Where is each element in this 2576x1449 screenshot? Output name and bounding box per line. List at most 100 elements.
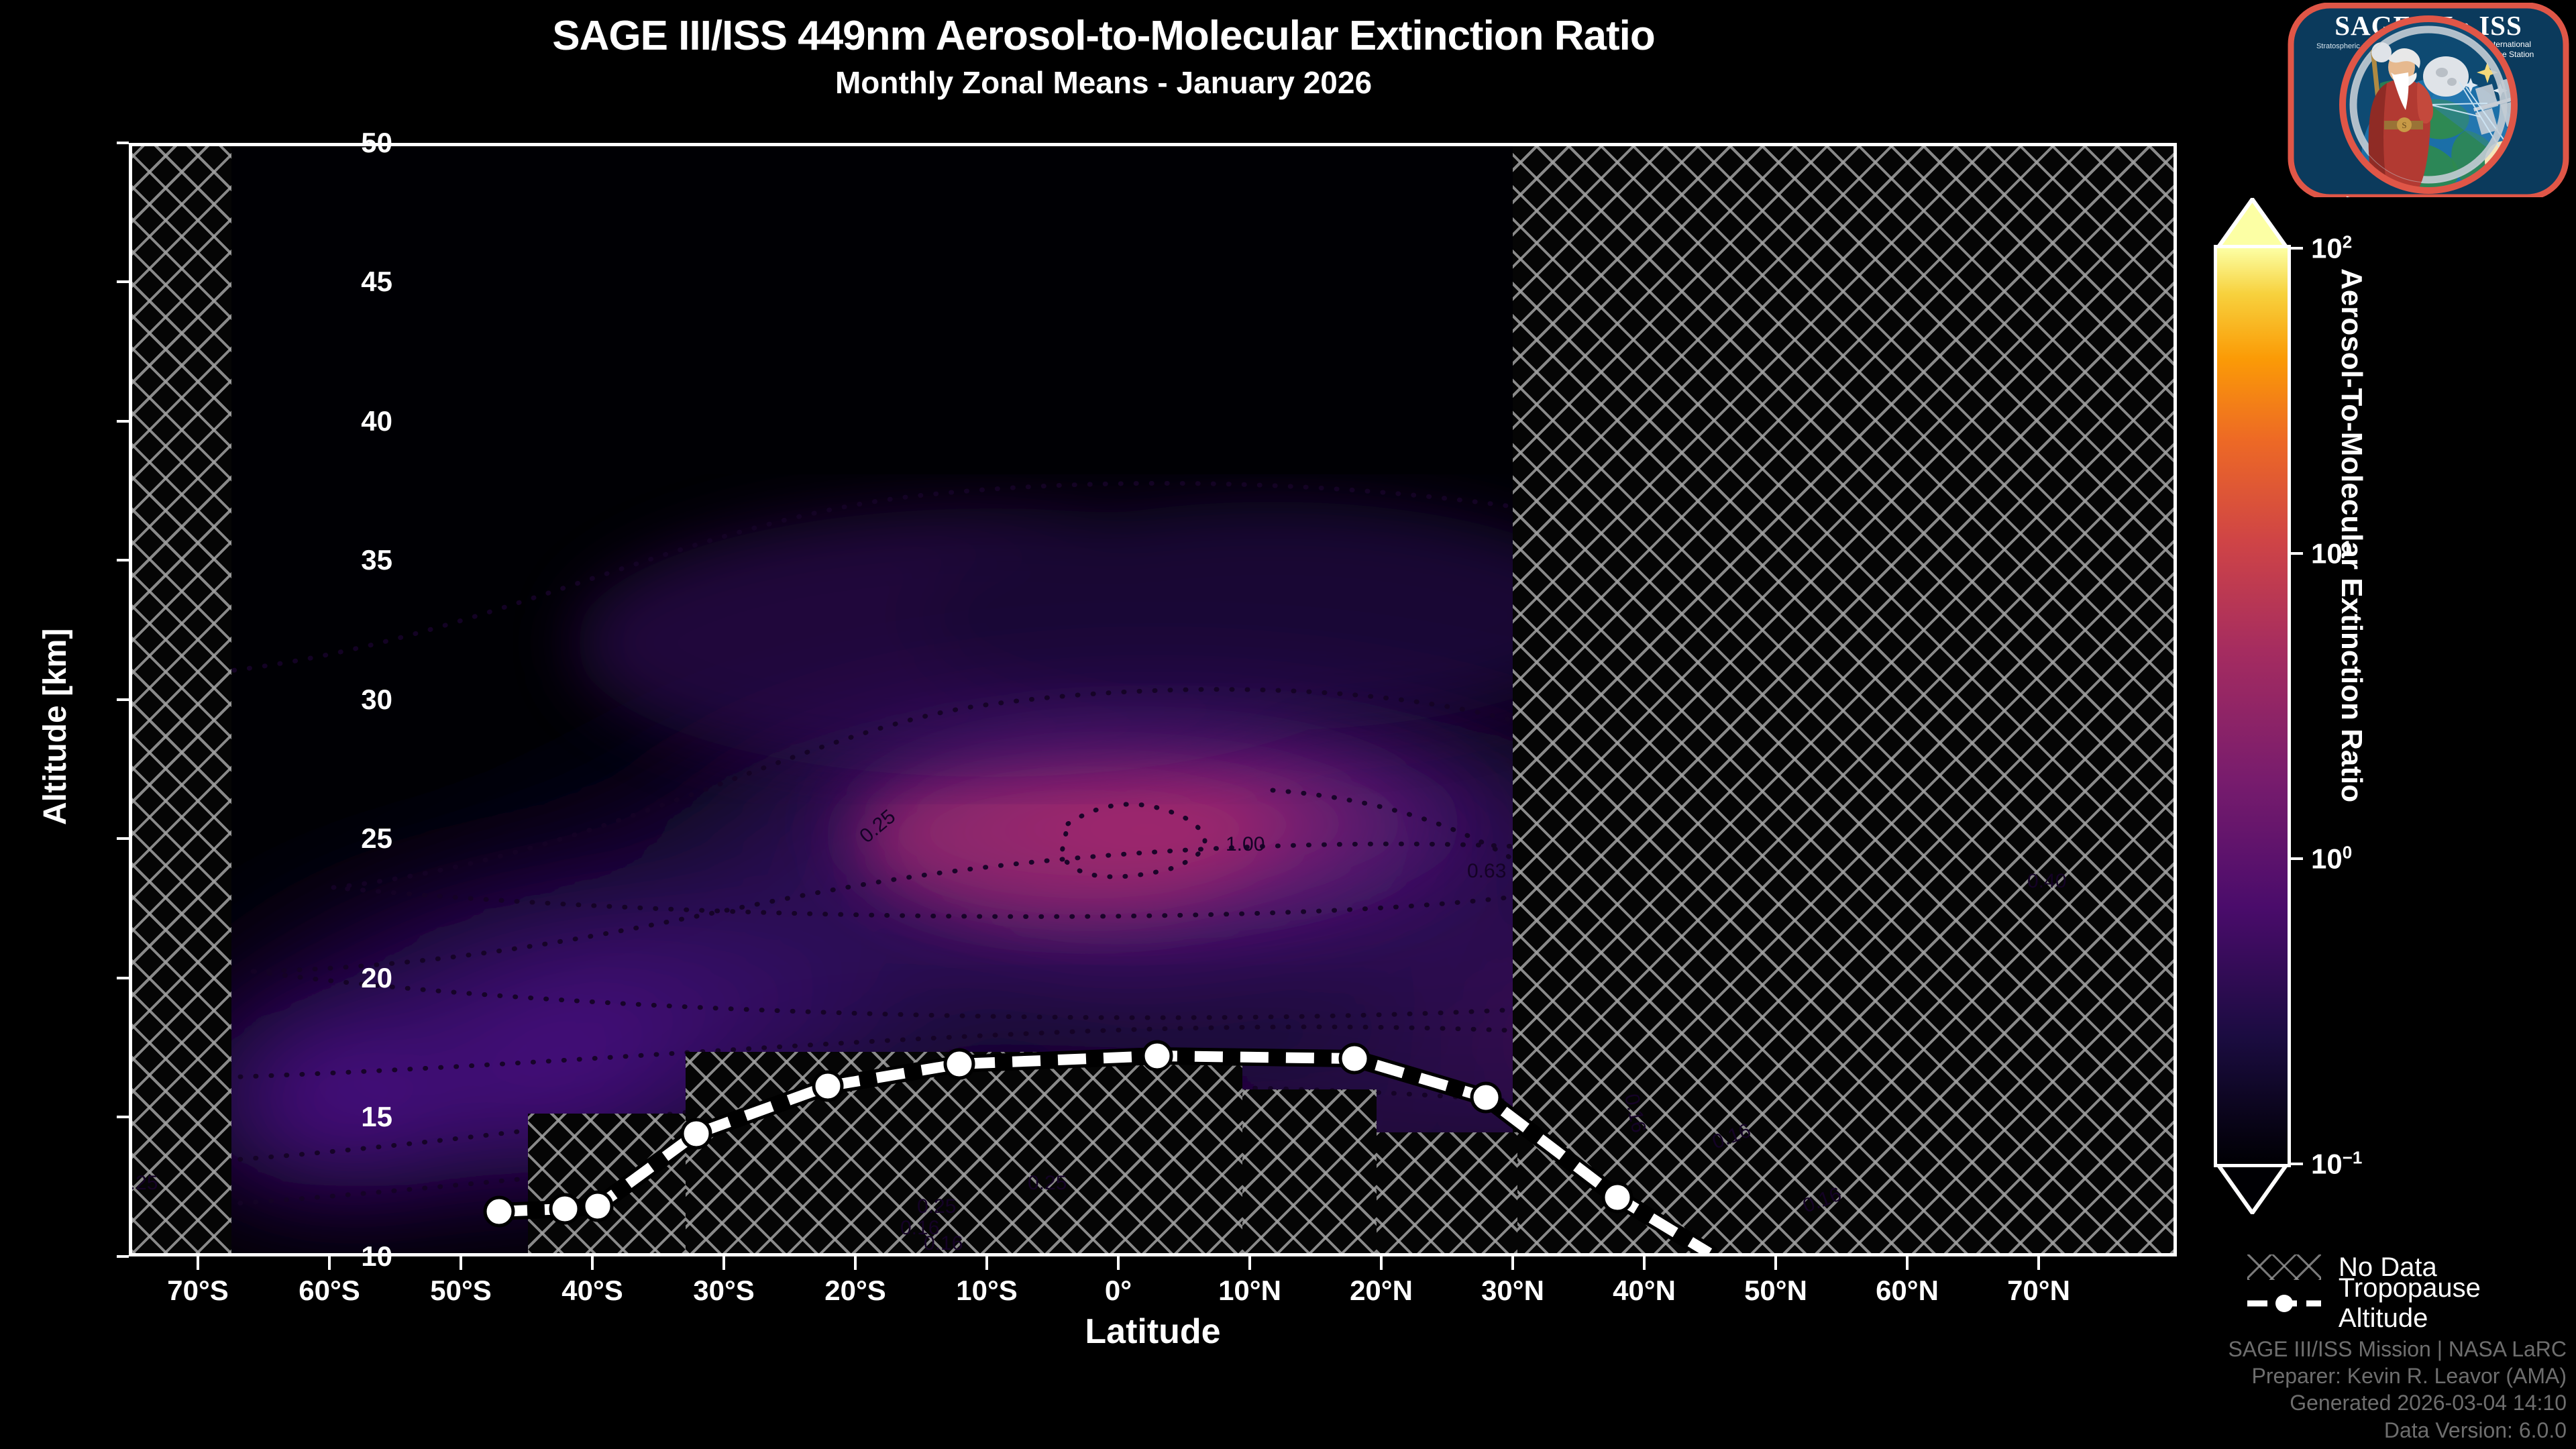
tropopause-line <box>483 1040 1718 1253</box>
marker-dot-icon <box>2275 1295 2293 1312</box>
x-tick-label: 70°N <box>2007 1275 2070 1306</box>
x-tick-mark <box>722 1256 725 1270</box>
y-tick-label: 35 <box>361 544 392 576</box>
plot-inner: 0.25 0.63 1.00 0.40 0.25 0.25 0.25 0.16 … <box>132 146 2174 1253</box>
legend-item-no-data: No Data <box>2247 1249 2576 1285</box>
colorbar-gradient <box>2217 248 2288 1164</box>
sage-figure-icon: S <box>2368 42 2433 189</box>
y-tick-mark <box>117 1116 129 1118</box>
x-tick-label: 50°N <box>1744 1275 1807 1306</box>
contour-label: 0.25 <box>1028 1172 1067 1194</box>
x-tick-label: 20°N <box>1350 1275 1413 1306</box>
no-data-swatch-icon <box>2247 1254 2321 1280</box>
colorbar-tick-label: 102 <box>2311 231 2353 264</box>
svg-text:S: S <box>2402 120 2406 130</box>
colorbar-extend-up-arrow <box>2217 198 2288 248</box>
x-tick-mark <box>1906 1256 1909 1270</box>
contour-label: 0.25 <box>917 1195 956 1218</box>
x-tick-label: 10°N <box>1218 1275 1281 1306</box>
colorbar-tick-mark <box>2291 552 2303 555</box>
page-title: SAGE III/ISS 449nm Aerosol-to-Molecular … <box>552 13 1656 59</box>
x-tick-mark <box>1380 1256 1383 1270</box>
y-tick-mark <box>117 1255 129 1258</box>
tropopause-polyline <box>490 1047 1718 1253</box>
legend: No Data Tropopause Altitude <box>2247 1249 2576 1333</box>
contour-label: 1.00 <box>1226 833 1265 855</box>
x-tick-label: 70°S <box>167 1275 229 1306</box>
legend-item-tropopause: Tropopause Altitude <box>2247 1273 2576 1333</box>
y-tick-label: 40 <box>361 405 392 437</box>
x-tick-label: 30°S <box>693 1275 755 1306</box>
heatmap-plot-area: 0.25 0.63 1.00 0.40 0.25 0.25 0.25 0.16 … <box>129 143 2177 1256</box>
y-tick-mark <box>117 837 129 840</box>
footer-line-preparer: Preparer: Kevin R. Leavor (AMA) <box>2251 1364 2567 1389</box>
no-data-region-tropical-troposphere <box>528 1114 686 1253</box>
y-tick-mark <box>117 420 129 423</box>
x-tick-label: 50°S <box>430 1275 492 1306</box>
y-tick-label: 10 <box>361 1240 392 1272</box>
legend-label: No Data <box>2339 1252 2437 1282</box>
y-tick-label: 20 <box>361 962 392 994</box>
y-axis-label: Altitude [km] <box>38 628 73 825</box>
y-tick-mark <box>117 698 129 701</box>
y-tick-label: 50 <box>361 127 392 158</box>
x-tick-mark <box>1774 1256 1777 1270</box>
y-tick-label: 15 <box>361 1101 392 1132</box>
no-data-region-tropical-troposphere-3 <box>1242 1089 1377 1253</box>
sage-iii-iss-mission-patch-logo: SAGE III · ISS Stratospheric Aerosol and… <box>2286 3 2569 197</box>
x-tick-mark <box>854 1256 857 1270</box>
tropopause-line-icon <box>2247 1291 2321 1316</box>
contour-label: 0.16 <box>900 1217 939 1239</box>
y-tick-label: 25 <box>361 822 392 854</box>
y-tick-mark <box>117 280 129 283</box>
no-data-region-tropical-troposphere-4 <box>1377 1132 1517 1253</box>
contour-label-layer: 0.25 0.63 1.00 0.40 0.25 0.25 0.25 0.16 … <box>132 806 2066 1253</box>
x-axis-label: Latitude <box>1085 1312 1221 1351</box>
contour-label: 0.40 <box>2027 870 2066 892</box>
contour-label: 0.25 <box>132 1172 158 1194</box>
colorbar-tick-mark <box>2291 247 2303 250</box>
no-data-region-north <box>1513 146 2174 1253</box>
colorbar: 102 101 100 10−1 <box>2217 198 2362 1214</box>
logo-subtitle-right-1: International <box>2487 40 2531 49</box>
x-tick-label: 60°N <box>1876 1275 1939 1306</box>
footer-line-mission: SAGE III/ISS Mission | NASA LaRC <box>2228 1336 2567 1361</box>
x-tick-mark <box>985 1256 988 1270</box>
x-tick-mark <box>197 1256 199 1270</box>
x-tick-mark <box>2037 1256 2040 1270</box>
metadata-footer: SAGE III/ISS Mission | NASA LaRC Prepare… <box>2229 1336 2567 1444</box>
page-subtitle: Monthly Zonal Means - January 2026 <box>835 65 1373 100</box>
colorbar-tick-mark <box>2291 1163 2303 1165</box>
no-data-region-tropical-troposphere-2 <box>686 1052 1242 1253</box>
colorbar-extend-down-arrow <box>2217 1164 2288 1214</box>
x-tick-label: 40°N <box>1613 1275 1676 1306</box>
x-tick-mark <box>1511 1256 1514 1270</box>
x-tick-label: 20°S <box>824 1275 886 1306</box>
x-tick-mark <box>1248 1256 1251 1270</box>
x-tick-mark <box>328 1256 331 1270</box>
colorbar-tick-label: 100 <box>2311 842 2353 875</box>
no-data-region-south <box>132 146 231 1253</box>
contour-label: 0.63 <box>1467 860 1506 882</box>
legend-label: Tropopause Altitude <box>2338 1273 2481 1333</box>
y-tick-mark <box>117 142 129 144</box>
x-tick-mark <box>1117 1256 1120 1270</box>
x-tick-label: 10°S <box>956 1275 1018 1306</box>
y-tick-mark <box>117 977 129 979</box>
y-tick-label: 45 <box>361 266 392 297</box>
x-tick-label: 30°N <box>1481 1275 1544 1306</box>
tropopause-markers <box>483 1040 1633 1228</box>
x-tick-mark <box>460 1256 462 1270</box>
x-tick-label: 0° <box>1104 1275 1132 1306</box>
colorbar-axis-label: Aerosol-To-Molecular Extinction Ratio <box>2335 268 2368 803</box>
colorbar-tick-label: 10−1 <box>2311 1147 2363 1180</box>
y-tick-mark <box>117 559 129 561</box>
x-tick-mark <box>591 1256 594 1270</box>
colorbar-tick-label: 101 <box>2311 537 2353 570</box>
x-tick-label: 60°S <box>299 1275 360 1306</box>
y-tick-label: 30 <box>361 684 392 715</box>
x-tick-label: 40°S <box>561 1275 623 1306</box>
footer-line-generated: Generated 2026-03-04 14:10 <box>2290 1391 2567 1415</box>
contour-label: 0.16 <box>924 1232 963 1253</box>
x-tick-mark <box>1643 1256 1646 1270</box>
